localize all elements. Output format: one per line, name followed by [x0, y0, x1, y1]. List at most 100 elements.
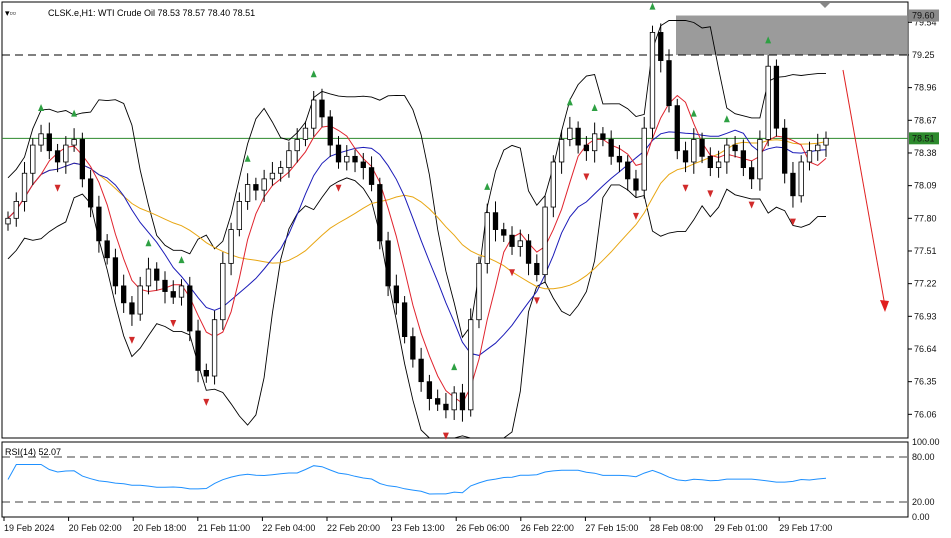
candle-body	[13, 201, 19, 219]
candle-body	[87, 178, 94, 208]
candle-body	[682, 150, 689, 163]
candle-body	[782, 127, 788, 174]
candle-body	[765, 65, 771, 140]
y-tick-label: 77.51	[914, 246, 937, 256]
candle-body	[600, 133, 606, 140]
candle-body	[633, 178, 639, 191]
rsi-scale-label: 20.00	[912, 497, 935, 507]
ma-fast-line	[7, 94, 827, 404]
candle-body	[625, 161, 631, 180]
candle-body	[740, 150, 747, 169]
signal-arrow-down	[789, 218, 796, 226]
y-tick-label: 76.64	[914, 344, 937, 354]
candle-body	[162, 279, 168, 292]
x-tick-label: 28 Feb 08:00	[650, 523, 703, 533]
candle-body	[38, 133, 44, 146]
signal-arrow-down	[533, 297, 540, 305]
signal-arrow-up	[71, 109, 78, 117]
badge-current-price: 78.51	[912, 133, 935, 143]
signal-arrow-up	[649, 2, 656, 10]
candle-body	[344, 155, 350, 163]
signal-arrow-up	[451, 363, 458, 371]
candle-body	[302, 127, 309, 140]
main-plot-frame	[1, 1, 909, 439]
candle-body	[319, 99, 325, 118]
candle-body	[244, 184, 251, 202]
candle-body	[806, 150, 813, 163]
signal-arrow-up	[591, 104, 598, 112]
symbol-info: CLSK.e,H1: WTI Crude Oil 78.53 78.57 78.…	[48, 8, 255, 18]
signal-arrow-up	[244, 154, 251, 162]
candle-body	[476, 262, 482, 321]
candle-body	[666, 60, 672, 107]
candle-body	[46, 133, 52, 152]
candle-body	[732, 144, 738, 152]
signal-arrow-down	[682, 184, 689, 192]
candle-body	[534, 262, 540, 276]
badge-zone-top-bg	[909, 9, 939, 22]
candle-body	[517, 240, 523, 247]
bollinger-upper-band	[7, 20, 827, 339]
candle-body	[145, 268, 152, 287]
y-tick-label: 78.38	[914, 148, 937, 158]
signal-arrow-down	[442, 432, 449, 440]
x-tick-label: 27 Feb 15:00	[585, 523, 638, 533]
candle-body	[401, 302, 408, 338]
badge-zone-top: 79.60	[912, 11, 935, 21]
candle-body	[170, 291, 176, 298]
y-tick-label: 76.35	[914, 377, 937, 387]
candle-body	[757, 139, 763, 180]
chart-shift-marker[interactable]	[820, 3, 830, 8]
rsi-line	[7, 464, 827, 495]
candle-body	[542, 206, 548, 276]
candle-body	[21, 172, 28, 202]
candle-body	[112, 257, 119, 287]
candle-body	[451, 392, 457, 411]
candle-body	[418, 358, 424, 383]
candle-body	[393, 285, 399, 304]
candle-body	[815, 144, 821, 152]
x-tick-label: 26 Feb 06:00	[456, 523, 509, 533]
candle-body	[195, 330, 201, 371]
header-icons[interactable]: ▾▫▫	[5, 8, 16, 18]
candle-body	[154, 268, 160, 281]
signal-arrow-up	[484, 182, 491, 190]
candle-body	[567, 127, 573, 140]
candle-body	[335, 144, 342, 163]
x-tick-label: 23 Feb 13:00	[392, 523, 445, 533]
candle-body	[715, 161, 722, 169]
badge-current-price-bg	[909, 132, 939, 145]
rsi-scale-label: 80.00	[912, 452, 935, 462]
candle-body	[492, 212, 499, 230]
resistance-zone	[676, 15, 908, 55]
candle-body	[748, 167, 755, 180]
candle-body	[641, 127, 647, 191]
rsi-label: RSI(14) 52.07	[5, 447, 61, 457]
candle-body	[790, 172, 796, 197]
candle-body	[253, 184, 259, 191]
candle-body	[583, 144, 590, 152]
signal-arrow-up	[765, 36, 772, 44]
candle-body	[54, 150, 61, 163]
candle-body	[649, 32, 656, 129]
candle-body	[608, 139, 614, 157]
candle-body	[203, 370, 209, 377]
signal-arrow-down	[203, 398, 210, 406]
candle-body	[187, 285, 193, 332]
candle-body	[368, 167, 375, 185]
candle-body	[137, 285, 143, 315]
x-tick-label: 29 Feb 17:00	[779, 523, 832, 533]
candle-body	[707, 155, 713, 169]
candle-body	[658, 32, 664, 61]
x-tick-label: 22 Feb 20:00	[327, 523, 380, 533]
signal-arrow-down	[632, 212, 639, 220]
y-tick-label: 77.80	[914, 213, 937, 223]
candle-body	[550, 161, 556, 208]
signal-arrow-up	[690, 109, 697, 117]
badge-zone-bottom: 79.25	[912, 50, 935, 60]
y-tick-label: 76.93	[914, 311, 937, 321]
signal-arrow-down	[335, 184, 342, 192]
candle-body	[691, 139, 697, 163]
candle-body	[468, 319, 474, 411]
candle-body	[121, 285, 127, 304]
